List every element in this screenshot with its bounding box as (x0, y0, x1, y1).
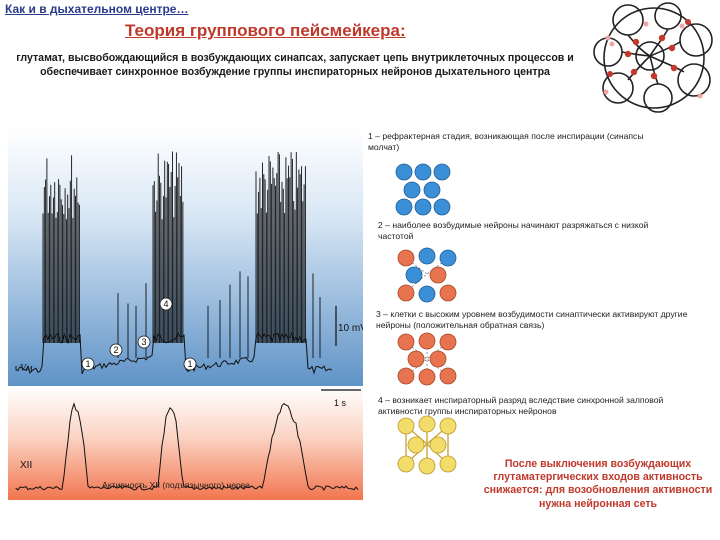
stage-marker-label: 3 (141, 337, 146, 347)
neuron-network-illustration (593, 2, 713, 113)
step-3-text: 3 – клетки с высоким уровнем возбудимост… (376, 309, 688, 330)
stage-marker (183, 357, 197, 371)
page-title: Теория группового пейсмейкера: (125, 21, 406, 40)
intro-text: глутамат, высвобождающийся в возбуждающи… (16, 52, 574, 78)
vm-label: Vм (20, 363, 33, 374)
step-4-text: 4 – возникает инспираторный разряд вслед… (378, 395, 664, 416)
scale-voltage-label: 10 mV (338, 323, 363, 334)
neuron-cluster-low-frequency (397, 247, 457, 303)
neuron-cluster-positive-feedback (397, 332, 457, 386)
conclusion-text: После выключения возбуждающих глутаматер… (483, 458, 713, 510)
step-1-text: 1 – рефрактерная стадия, возникающая пос… (368, 131, 644, 152)
xii-label: XII (20, 460, 32, 471)
stage-marker (137, 335, 151, 349)
membrane-potential-trace: 10 mV 1 s Vм 1 2 3 4 1 XII (8, 128, 363, 500)
step-2-text: 2 – наиболее возбудимые нейроны начинают… (378, 220, 649, 241)
scale-time-label: 1 s (334, 398, 347, 408)
network-outline (603, 7, 705, 109)
xii-background (8, 386, 363, 500)
xii-trace-line (15, 402, 359, 491)
stage-marker (159, 297, 173, 311)
neuron-cluster-synchronous-burst (397, 415, 457, 475)
neuron-cluster-refractory (395, 163, 451, 216)
stage-marker (81, 357, 95, 371)
stage-marker-label: 4 (163, 299, 168, 309)
stage-marker (109, 343, 123, 357)
stage-marker-label: 2 (113, 345, 118, 355)
xii-caption: Активность XII (подъязычного) нерва (102, 480, 251, 490)
stage-marker-label: 1 (85, 359, 90, 369)
stage-marker-label: 1 (187, 359, 192, 369)
header-link[interactable]: Как и в дыхательном центре… (5, 2, 189, 16)
